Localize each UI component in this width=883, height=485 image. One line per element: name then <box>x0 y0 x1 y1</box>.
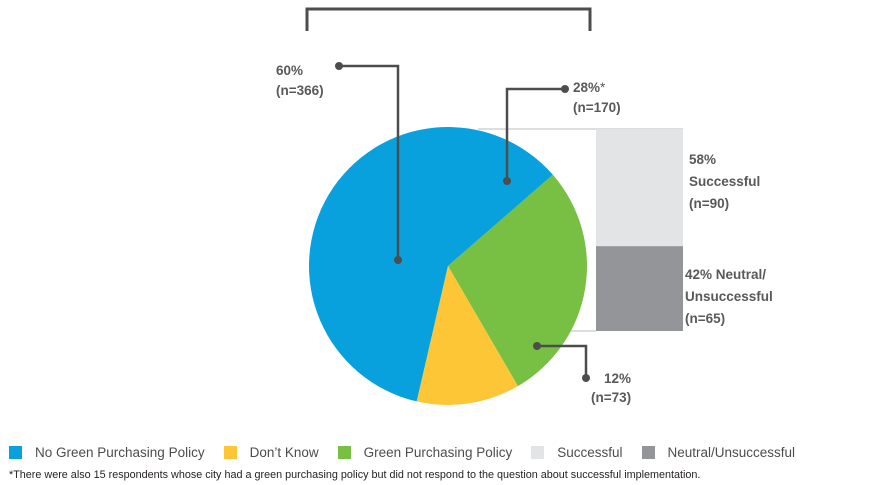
callout-line-green-purchasing-policy <box>505 87 565 181</box>
legend-item-unsuccessful: Neutral/Unsuccessful <box>641 445 796 460</box>
callout-line-no-green-purchasing-policy <box>339 64 400 260</box>
pie-chart: 60% (n=366) 28%* (n=170) 12% (n=73) 58% … <box>276 7 773 405</box>
callout-dot-inner-don-t-know <box>533 342 541 350</box>
label-no-policy-n: (n=366) <box>276 83 324 98</box>
label-successful-pct: 58% <box>689 152 716 167</box>
breakdown-bar-successful <box>596 129 683 247</box>
label-policy-n: (n=170) <box>573 100 621 115</box>
legend: No Green Purchasing Policy Don’t Know Gr… <box>9 445 795 460</box>
callout-dot-outer-green-purchasing-policy <box>561 85 569 93</box>
label-unsuccessful-pct: 42% Neutral/ <box>685 267 766 282</box>
legend-item-successful: Successful <box>531 445 623 460</box>
label-successful-n: (n=90) <box>689 196 729 211</box>
pie-slice-no-green-purchasing-policy <box>308 126 553 402</box>
legend-swatch-dont-know <box>223 446 237 459</box>
legend-label-no-policy: No Green Purchasing Policy <box>35 445 205 460</box>
label-policy-asterisk: * <box>600 80 606 95</box>
label-policy-pct: 28%* <box>573 80 606 95</box>
legend-label-successful: Successful <box>557 445 623 460</box>
callout-dot-inner-no-green-purchasing-policy <box>394 256 402 264</box>
pie-slice-green-purchasing-policy <box>448 174 587 387</box>
callout-line-don-t-know <box>537 344 588 378</box>
label-policy-pct-value: 28% <box>573 80 600 95</box>
legend-label-policy: Green Purchasing Policy <box>363 445 513 460</box>
callout-dot-outer-no-green-purchasing-policy <box>335 62 343 70</box>
label-unsuccessful-name: Unsuccessful <box>685 289 773 304</box>
breakdown-bar-neutral-unsuccessful <box>596 246 683 331</box>
callout-dot-outer-don-t-know <box>582 374 590 382</box>
legend-swatch-unsuccessful <box>641 446 655 459</box>
legend-item-no-policy: No Green Purchasing Policy <box>9 445 205 460</box>
label-dont-know-pct: 12% <box>604 371 631 386</box>
legend-label-dont-know: Don’t Know <box>249 445 319 460</box>
callout-dot-inner-green-purchasing-policy <box>503 177 511 185</box>
label-unsuccessful-n: (n=65) <box>685 311 725 326</box>
pie-slice-don-t-know <box>416 266 518 405</box>
label-successful-name: Successful <box>689 174 760 189</box>
legend-swatch-policy <box>337 446 351 459</box>
footnote: *There were also 15 respondents whose ci… <box>9 469 701 481</box>
legend-label-unsuccessful: Neutral/Unsuccessful <box>667 445 796 460</box>
label-no-policy-pct: 60% <box>276 63 303 78</box>
legend-item-dont-know: Don’t Know <box>223 445 319 460</box>
label-dont-know-n: (n=73) <box>591 390 631 405</box>
legend-swatch-successful <box>531 446 545 459</box>
legend-item-policy: Green Purchasing Policy <box>337 445 513 460</box>
legend-swatch-no-policy <box>9 446 22 459</box>
top-bracket <box>305 7 592 31</box>
